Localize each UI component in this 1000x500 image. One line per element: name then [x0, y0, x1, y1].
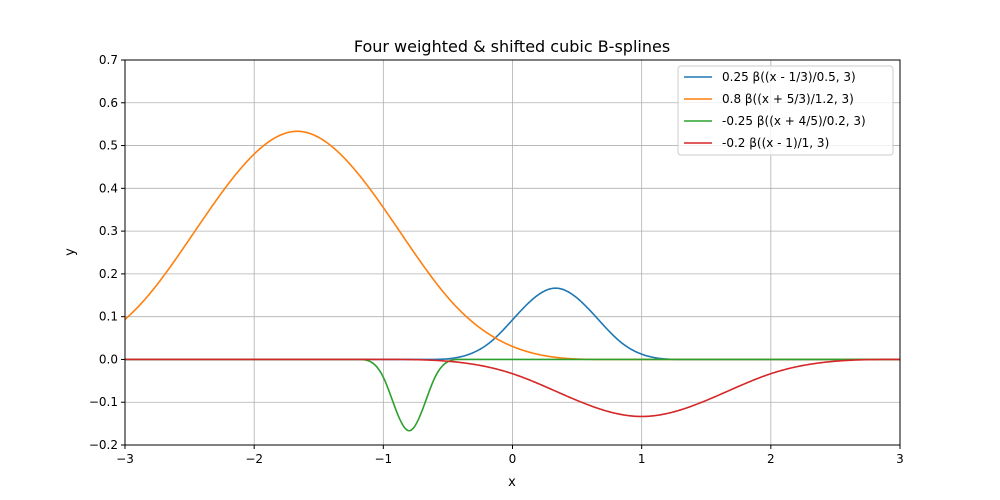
x-tick-label: −2	[245, 452, 263, 466]
series-line	[125, 358, 900, 418]
x-tick-label: −3	[116, 452, 134, 466]
x-tick-label: 1	[638, 452, 646, 466]
legend-box	[677, 65, 894, 156]
x-tick-label: 0	[509, 452, 517, 466]
y-tick-label: 0.0	[99, 352, 118, 366]
y-tick-label: 0.2	[99, 267, 118, 281]
ticks: −3 −2 −1 0 1 2 3 −0.2 −0.1 0.0 0.1 0.2 0.3 0.4 0.5 0.6 0…	[89, 53, 904, 466]
legend: 0.25 β((x - 1/3)/0.5, 3) 0.8 β((x + 5/3)/…	[677, 65, 894, 156]
y-tick-label: 0.1	[99, 310, 118, 324]
y-axis-label: y	[63, 248, 78, 256]
y-tick-label: 0.6	[99, 96, 118, 110]
y-tick-label: −0.1	[89, 395, 118, 409]
legend-label: -0.25 β((x + 4/5)/0.2, 3)	[722, 114, 866, 128]
legend-label: -0.2 β((x - 1)/1, 3)	[722, 136, 829, 150]
y-tick-label: 0.3	[99, 224, 118, 238]
legend-label: 0.8 β((x + 5/3)/1.2, 3)	[722, 92, 854, 106]
x-tick-label: 2	[767, 452, 775, 466]
chart-title: Four weighted & shifted cubic B-splines	[354, 37, 670, 56]
x-axis-label: x	[508, 475, 516, 490]
y-tick-label: 0.5	[99, 139, 118, 153]
legend-label: 0.25 β((x - 1/3)/0.5, 3)	[722, 70, 856, 84]
x-tick-label: −1	[374, 452, 392, 466]
series-lines	[124, 130, 900, 432]
x-tick-label: 3	[896, 452, 904, 466]
y-tick-label: 0.7	[99, 53, 118, 67]
y-tick-label: 0.4	[99, 181, 118, 195]
y-tick-label: −0.2	[89, 438, 118, 452]
